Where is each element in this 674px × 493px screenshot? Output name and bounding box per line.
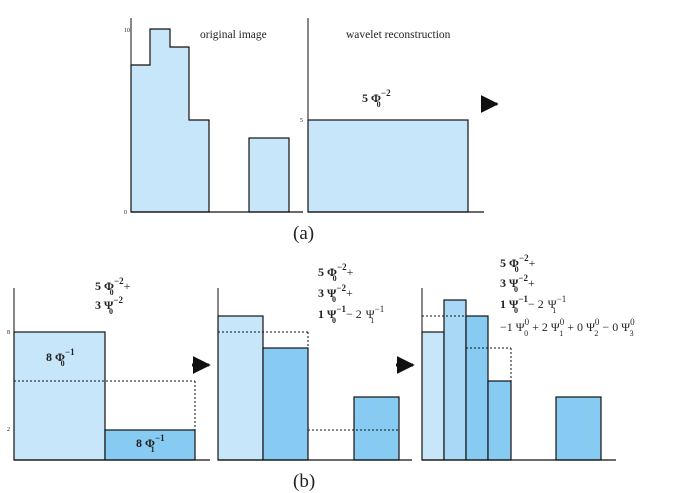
step3-formula-line2: 3 Ψ−2 0 + — [500, 273, 535, 294]
step1-formula-line1: 5 Φ−2 0 + — [95, 276, 131, 297]
panel-a: 10 0 original image 5 wavelet reconstruc… — [124, 18, 499, 244]
panel-b: 8 2 5 Φ−2 0 + 3 Ψ−2 0 8 Φ−1 0 8 Φ−1 1 — [7, 253, 635, 492]
original-title: original image — [200, 29, 267, 41]
step3-formula-line1: 5 Φ−2 0 + — [500, 253, 536, 274]
original-image-bars — [130, 28, 210, 213]
step2-bar-3 — [353, 396, 400, 461]
step3-bar-4 — [487, 380, 512, 461]
reconstruction-tick: 5 — [300, 118, 303, 124]
original-tick-zero: 0 — [124, 210, 127, 216]
reconstruction-bar — [307, 119, 469, 213]
step3-bar-5 — [555, 396, 602, 461]
caption-b: (b) — [293, 471, 315, 492]
step2-formula-line2: 3 Ψ−2 0 + — [318, 283, 353, 304]
step3-formula-line3: 1 Ψ−1 0− 2 Ψ−1 1 — [500, 294, 566, 315]
step3-formula-line4: −1 Ψ0 0 + 2 Ψ0 1 + 0 Ψ0 2− 0 Ψ0 3 — [500, 317, 635, 338]
step2-formula-line3: 1 Ψ−1 0− 2 Ψ−1 1 — [318, 304, 384, 325]
reconstruction-formula: 5 Φ−2 0 — [362, 88, 391, 109]
step2-bar-2 — [262, 347, 309, 461]
step1-bar-left-label: 8 Φ−1 0 — [46, 347, 75, 368]
step2-bar-1 — [217, 315, 264, 461]
step2-formula-line1: 5 Φ−2 0 + — [318, 262, 354, 283]
step1-tick-top: 8 — [7, 330, 10, 336]
original-image-bar-right — [248, 137, 290, 213]
step3-bar-3 — [465, 315, 489, 461]
caption-a: (a) — [293, 223, 314, 244]
original-tick-top: 10 — [124, 28, 130, 34]
original-image-plot: 10 0 original image — [124, 18, 303, 216]
step1-formula-line2: 3 Ψ−2 0 — [95, 295, 123, 316]
step2-plot: 5 Φ−2 0 + 3 Ψ−2 0 + 1 Ψ−1 0− 2 Ψ−1 1 — [217, 262, 412, 461]
step3-bar-1 — [421, 331, 445, 461]
step1-tick-bottom: 2 — [7, 427, 10, 433]
step3-bar-2 — [443, 299, 467, 461]
step3-plot: 5 Φ−2 0 + 3 Ψ−2 0 + 1 Ψ−1 0− 2 Ψ−1 1 −1 Ψ0 0 + 2 Ψ0 1 + … — [421, 253, 635, 461]
reconstruction-plot: 5 wavelet reconstruction 5 Φ−2 0 — [300, 18, 484, 213]
step1-plot: 8 2 5 Φ−2 0 + 3 Ψ−2 0 8 Φ−1 0 8 Φ−1 1 — [7, 276, 210, 461]
step1-bar-left — [13, 331, 106, 461]
step1-bar-right-label: 8 Φ−1 1 — [136, 433, 165, 454]
reconstruction-title: wavelet reconstruction — [346, 29, 451, 41]
